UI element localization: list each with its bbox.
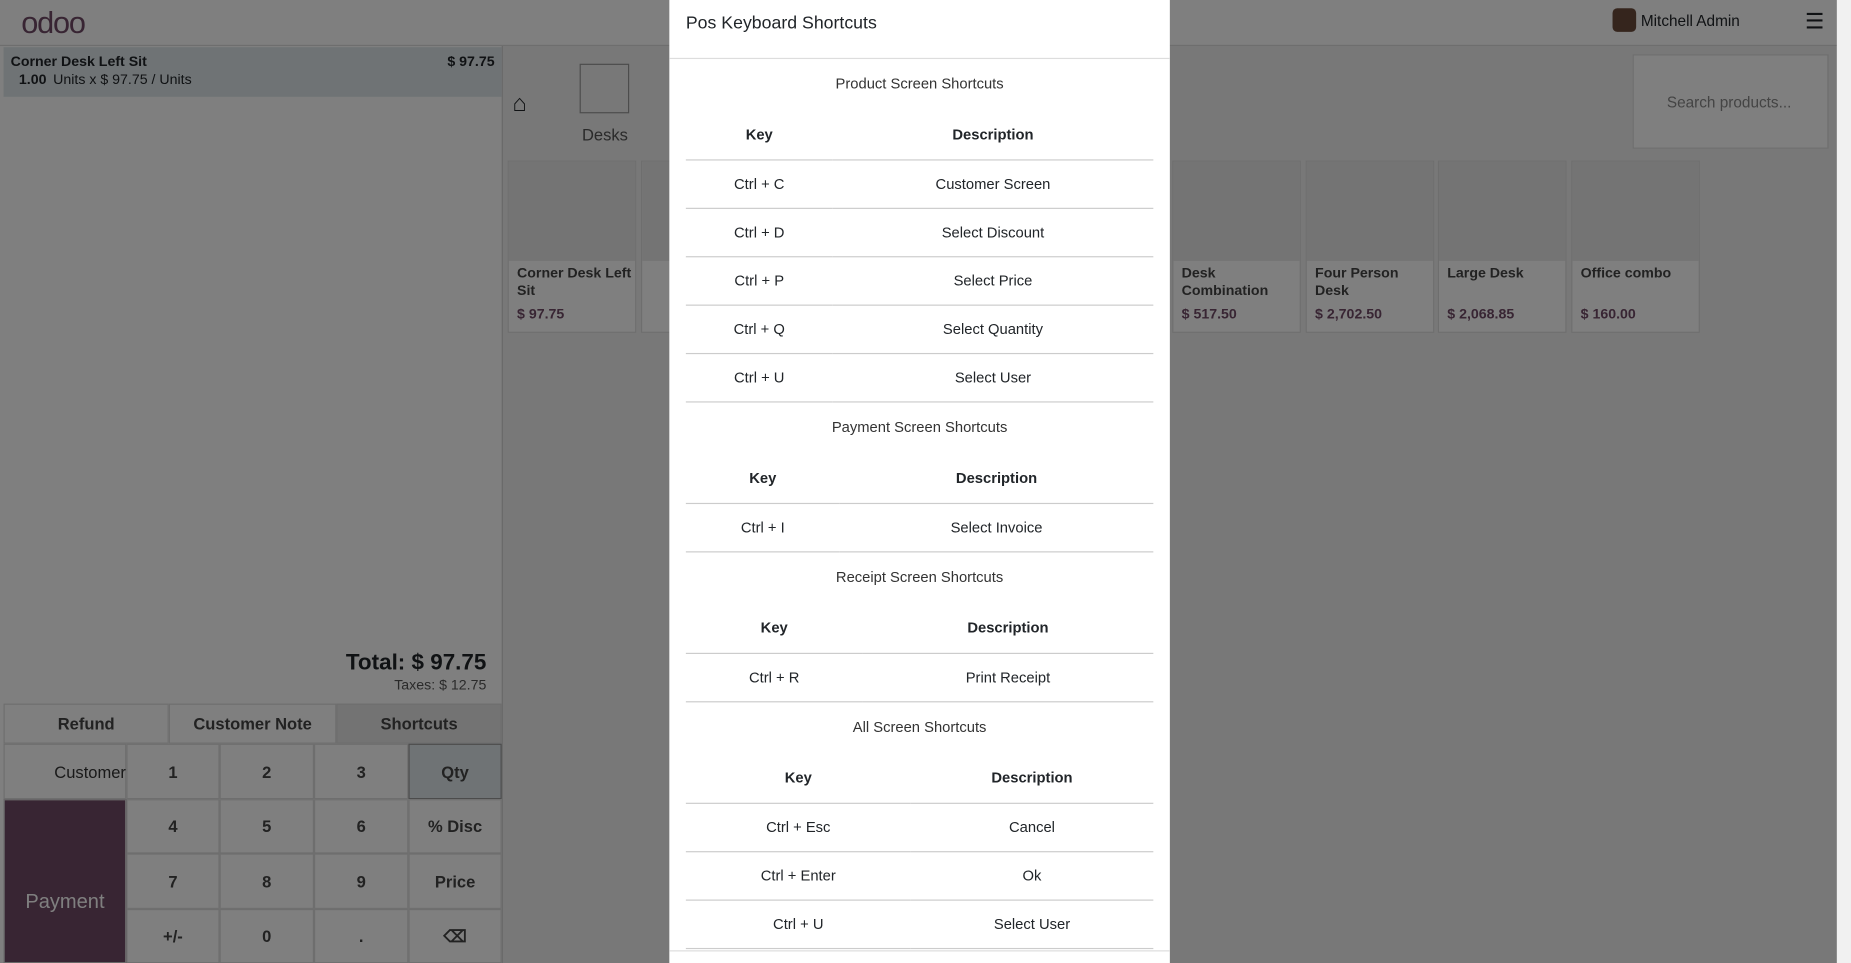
shortcut-row: Ctrl + U Select User [685,353,1154,403]
shortcut-row: Ctrl + Enter Ok [685,851,1154,901]
column-header: Key [685,452,840,505]
section-title: All Screen Shortcuts [852,718,987,736]
shortcut-row: Ctrl + U Select User [685,900,1154,950]
divider [669,950,1170,952]
section-title: Receipt Screen Shortcuts [835,568,1004,586]
column-header: Key [685,108,833,161]
modal-body: Product Screen Shortcuts Key Description Ct… [685,59,1154,950]
shortcut-cell: Select User [832,353,1154,403]
section-title: Product Screen Shortcuts [835,75,1004,93]
shortcut-row: Ctrl + I Select Invoice [685,503,1154,553]
shortcut-table: Key Description Ctrl + R Print Receipt [685,602,1154,703]
shortcut-table: Key Description Ctrl + Esc Cancel Ctrl + Ent… [685,751,1154,950]
shortcut-cell: Ctrl + Q [685,305,833,355]
shortcut-cell: Ok [910,851,1154,901]
shortcut-cell: Ctrl + U [685,353,833,403]
shortcut-cell: Ctrl + I [685,503,840,553]
header-row: Key Description [685,751,1154,804]
shortcut-cell: Ctrl + Enter [685,851,911,901]
shortcut-cell: Ctrl + P [685,256,833,306]
shortcut-row: Ctrl + C Customer Screen [685,159,1154,209]
shortcut-table: Key Description Ctrl + C Customer Screen Ctr… [685,108,1154,403]
column-header: Description [910,751,1154,804]
shortcut-row: Ctrl + Q Select Quantity [685,305,1154,355]
shortcut-cell: Select Discount [832,208,1154,258]
shortcut-table: Key Description Ctrl + I Select Invoice [685,452,1154,553]
column-header: Key [685,751,911,804]
shortcut-cell: Select Quantity [832,305,1154,355]
column-header: Description [839,452,1154,505]
section-title: Payment Screen Shortcuts [831,419,1008,436]
shortcut-cell: Print Receipt [862,653,1154,703]
shortcut-cell: Customer Screen [832,159,1154,209]
shortcut-row: Ctrl + Esc Cancel [685,803,1154,853]
modal: Pos Keyboard Shortcuts Product Screen Sh… [669,0,1170,963]
scrollbar [1836,0,1851,963]
divider [669,57,1170,60]
shortcut-cell: Select Price [832,256,1154,306]
shortcut-row: Ctrl + D Select Discount [685,208,1154,258]
header-row: Key Description [685,452,1154,505]
shortcut-cell: Ctrl + Esc [685,803,911,853]
column-header: Description [832,108,1154,161]
shortcut-row: Ctrl + R Print Receipt [685,653,1154,703]
shortcut-cell: Ctrl + U [685,900,911,950]
shortcut-cell: Cancel [910,803,1154,853]
shortcut-cell: Ctrl + C [685,159,833,209]
column-header: Description [862,602,1154,654]
shortcut-cell: Select User [910,900,1154,950]
shortcut-cell: Ctrl + R [685,653,863,703]
modal-title: Pos Keyboard Shortcuts [685,12,877,34]
column-header: Key [685,602,863,654]
header-row: Key Description [685,108,1154,161]
shortcut-row: Ctrl + P Select Price [685,256,1154,306]
header-row: Key Description [685,602,1154,654]
shortcut-cell: Select Invoice [839,503,1154,553]
shortcut-cell: Ctrl + D [685,208,833,258]
